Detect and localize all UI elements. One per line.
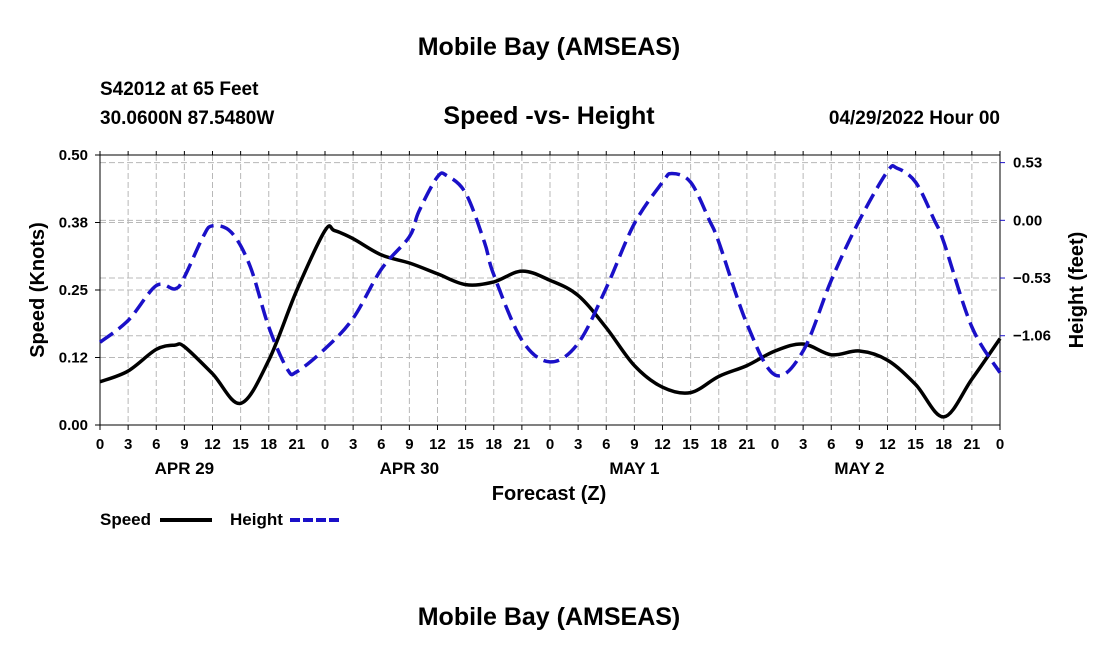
- x-tick-label: 12: [204, 436, 221, 453]
- legend-label-speed: Speed: [100, 510, 151, 529]
- date-label: MAY 1: [609, 459, 659, 478]
- y2-tick-label: −1.06: [1013, 328, 1051, 345]
- series-line-speed: [99, 224, 1002, 419]
- footer-title: Mobile Bay (AMSEAS): [418, 603, 681, 631]
- x-tick-label: 18: [935, 436, 952, 453]
- axis-ticks: 0 3 6 9 12 15 18 21 0 3 6 9 12 15 18 21 0 3 6 9 12 15 18 21 0 3 6 9…: [59, 147, 1051, 478]
- x-tick-label: 21: [964, 436, 981, 453]
- y-axis-label: Speed (Knots): [27, 222, 49, 358]
- y-tick-label: 0.00: [59, 417, 88, 434]
- x-tick-label: 3: [124, 436, 132, 453]
- series-line-height: [98, 164, 1002, 378]
- series-lines: [98, 164, 1002, 419]
- x-tick-label: 15: [907, 436, 924, 453]
- x-tick-label: 21: [514, 436, 531, 453]
- x-tick-label: 9: [405, 436, 413, 453]
- forecast-time: 04/29/2022 Hour 00: [829, 108, 1000, 129]
- page-title: Mobile Bay (AMSEAS): [418, 33, 681, 61]
- x-tick-label: 0: [996, 436, 1004, 453]
- y2-axis-label: Height (feet): [1066, 232, 1088, 349]
- y-tick-label: 0.25: [59, 282, 88, 299]
- date-label: APR 30: [380, 459, 440, 478]
- y2-tick-label: −0.53: [1013, 270, 1051, 287]
- x-tick-label: 3: [574, 436, 582, 453]
- grid-lines: [99, 154, 1001, 426]
- x-tick-label: 6: [152, 436, 160, 453]
- x-tick-label: 15: [457, 436, 474, 453]
- y2-tick-label: 0.53: [1013, 155, 1042, 172]
- y-tick-label: 0.12: [59, 350, 88, 367]
- x-tick-label: 12: [429, 436, 446, 453]
- legend-label-height: Height: [230, 510, 283, 529]
- y-tick-label: 0.50: [59, 147, 88, 164]
- x-tick-label: 0: [321, 436, 329, 453]
- x-tick-label: 15: [682, 436, 699, 453]
- x-tick-label: 9: [180, 436, 188, 453]
- x-tick-label: 18: [260, 436, 277, 453]
- x-tick-label: 18: [710, 436, 727, 453]
- x-tick-label: 0: [546, 436, 554, 453]
- x-tick-label: 18: [485, 436, 502, 453]
- x-tick-label: 6: [377, 436, 385, 453]
- x-tick-label: 21: [739, 436, 756, 453]
- x-tick-label: 0: [96, 436, 104, 453]
- legend: Speed Height: [100, 510, 342, 529]
- station-name: S42012 at 65 Feet: [100, 79, 259, 100]
- x-tick-label: 0: [771, 436, 779, 453]
- x-tick-label: 6: [602, 436, 610, 453]
- x-tick-label: 6: [827, 436, 835, 453]
- x-axis-label: Forecast (Z): [492, 483, 606, 505]
- x-tick-label: 9: [630, 436, 638, 453]
- x-tick-label: 9: [855, 436, 863, 453]
- x-tick-label: 3: [799, 436, 807, 453]
- station-coords: 30.0600N 87.5480W: [100, 108, 274, 129]
- x-tick-label: 12: [654, 436, 671, 453]
- y-tick-label: 0.38: [59, 215, 88, 232]
- x-tick-label: 15: [232, 436, 249, 453]
- x-tick-label: 3: [349, 436, 357, 453]
- date-label: MAY 2: [834, 459, 884, 478]
- x-tick-label: 12: [879, 436, 896, 453]
- chart-title: Speed -vs- Height: [443, 102, 655, 130]
- x-tick-label: 21: [289, 436, 306, 453]
- y2-tick-label: 0.00: [1013, 212, 1042, 229]
- date-label: APR 29: [155, 459, 215, 478]
